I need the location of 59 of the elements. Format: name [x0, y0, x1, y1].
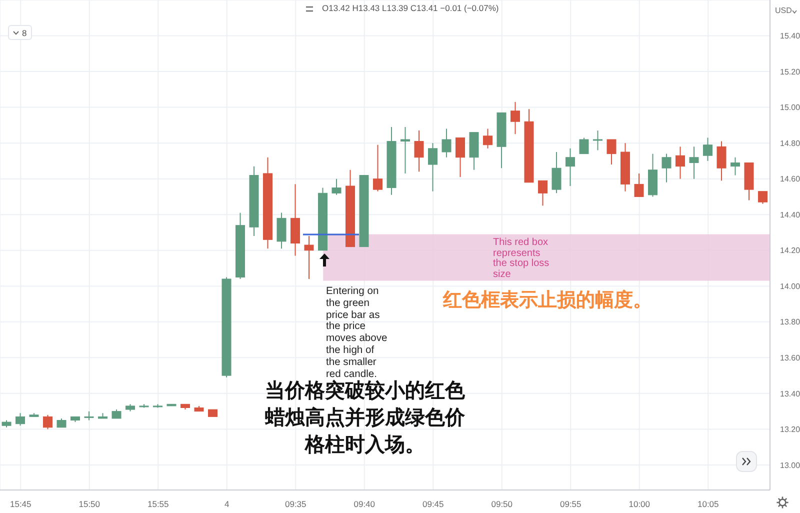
y-tick-label: 14.20 — [780, 246, 800, 256]
x-tick-label: 09:55 — [560, 499, 582, 510]
candlestick — [716, 140, 726, 182]
y-tick-label: 13.40 — [780, 389, 800, 398]
y-tick-label: 15.00 — [780, 103, 800, 112]
candlestick — [16, 412, 25, 426]
candlestick — [276, 212, 286, 250]
band-label: This red box represents the stop loss size — [493, 237, 550, 280]
x-tick-label: 15:50 — [78, 499, 100, 510]
x-tick-label: 09:45 — [422, 499, 444, 510]
dropdown-button: 8 — [8, 25, 32, 40]
x-tick-label: 09:50 — [491, 499, 513, 510]
candlestick — [566, 148, 575, 186]
y-tick-label: 14.80 — [780, 138, 800, 148]
candlestick — [758, 190, 768, 204]
y-tick-label: 13.20 — [780, 425, 800, 434]
y-tick-label: 14.60 — [780, 174, 800, 184]
y-tick-label: 13.80 — [780, 318, 800, 327]
y-tick-label: 15.40 — [780, 32, 800, 41]
x-tick-label: 10:05 — [697, 499, 720, 510]
candlestick — [456, 137, 465, 178]
candlestick — [606, 138, 616, 166]
annotation: 8 — [22, 28, 27, 38]
candlestick — [442, 128, 452, 158]
candlestick — [373, 144, 382, 192]
annotation: Entering on the green price bar as the price moves above the high of the smaller red candle. — [326, 286, 388, 380]
candlestick — [483, 128, 492, 149]
x-tick-label: 09:35 — [284, 499, 307, 510]
candlestick — [538, 180, 548, 206]
candlestick — [552, 152, 562, 194]
annotation: 当价格突破较小的红色蜡烛高点并形成绿色价格柱时入场。 — [264, 378, 466, 458]
candlestick — [689, 146, 699, 180]
chart-subtitle: O13.42 H13.43 L13.39 C13.41 −0.01 (−0.07%) — [322, 3, 499, 13]
x-tick-label: 09:40 — [354, 499, 376, 510]
candlestick — [662, 153, 672, 183]
candlestick — [510, 101, 520, 135]
candlestick — [579, 137, 589, 154]
candlestick — [428, 142, 438, 192]
x-tick-label: 10:00 — [628, 499, 650, 510]
candlestick — [730, 156, 740, 176]
candlestick — [304, 236, 314, 280]
annotation: 红色框表示止损的幅度。 — [443, 288, 652, 313]
candlestick — [332, 178, 342, 196]
candlestick — [634, 172, 644, 198]
x-tick-label: 15:55 — [147, 499, 170, 510]
x-tick-label: 15:45 — [10, 499, 32, 510]
candlestick — [703, 137, 712, 162]
x-tick-label: 4 — [224, 499, 230, 510]
y-tick-label: 13.60 — [780, 354, 800, 363]
y-tick-label: 15.20 — [780, 67, 800, 76]
y-axis-title: USD — [775, 6, 792, 15]
candlestick — [43, 414, 52, 430]
y-tick-label: 14.00 — [780, 282, 800, 291]
y-tick-label: 14.40 — [780, 210, 800, 220]
candlestick — [676, 146, 685, 180]
candlestick — [414, 130, 424, 172]
candlestick — [400, 126, 410, 174]
y-tick-label: 13.00 — [780, 460, 800, 470]
candlestick — [593, 130, 602, 151]
